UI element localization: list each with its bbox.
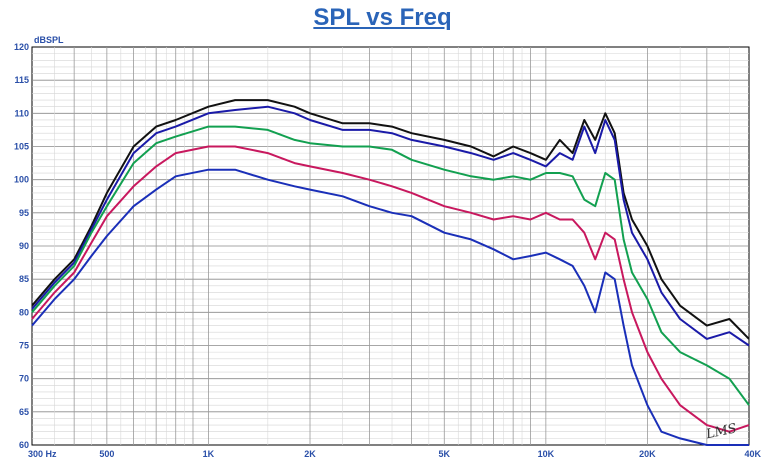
x-tick-label: 1K [203,449,215,459]
y-tick-label: 120 [14,42,29,52]
y-tick-label: 85 [19,274,29,284]
y-tick-labels: 60 65 70 75 80 85 90 95 100 105 110 115 120 [14,42,29,450]
series-line-5 [31,168,749,446]
y-tick-label: 65 [19,407,29,417]
series-line-4 [31,145,750,433]
x-tick-label: 20K [639,449,656,459]
x-tick-label: 2K [304,449,316,459]
series-line-2 [31,105,750,347]
y-axis-label: dBSPL [34,35,64,45]
series-line-3 [31,125,750,406]
x-tick-label: 5K [439,449,451,459]
series-line-1 [31,99,750,340]
series-layer [31,99,750,446]
y-tick-label: 70 [19,374,29,384]
y-tick-label: 90 [19,241,29,251]
x-tick-label: 10K [538,449,555,459]
x-tick-labels: 300 Hz 500 1K 2K 5K 10K 20K 40K [28,449,761,459]
y-tick-label: 115 [14,75,29,85]
x-tick-label: 300 Hz [28,449,57,459]
y-tick-label: 60 [19,440,29,450]
y-tick-label: 105 [14,142,29,152]
y-tick-label: 110 [14,108,29,118]
y-tick-label: 75 [19,341,29,351]
y-tick-label: 80 [19,307,29,317]
grid [32,47,749,445]
watermark-annotation: LMS [704,421,738,442]
y-tick-label: 95 [19,208,29,218]
x-tick-label: 500 [99,449,114,459]
y-tick-label: 100 [14,175,29,185]
chart-title: SPL vs Freq [313,4,452,31]
x-tick-label: 40K [744,449,761,459]
